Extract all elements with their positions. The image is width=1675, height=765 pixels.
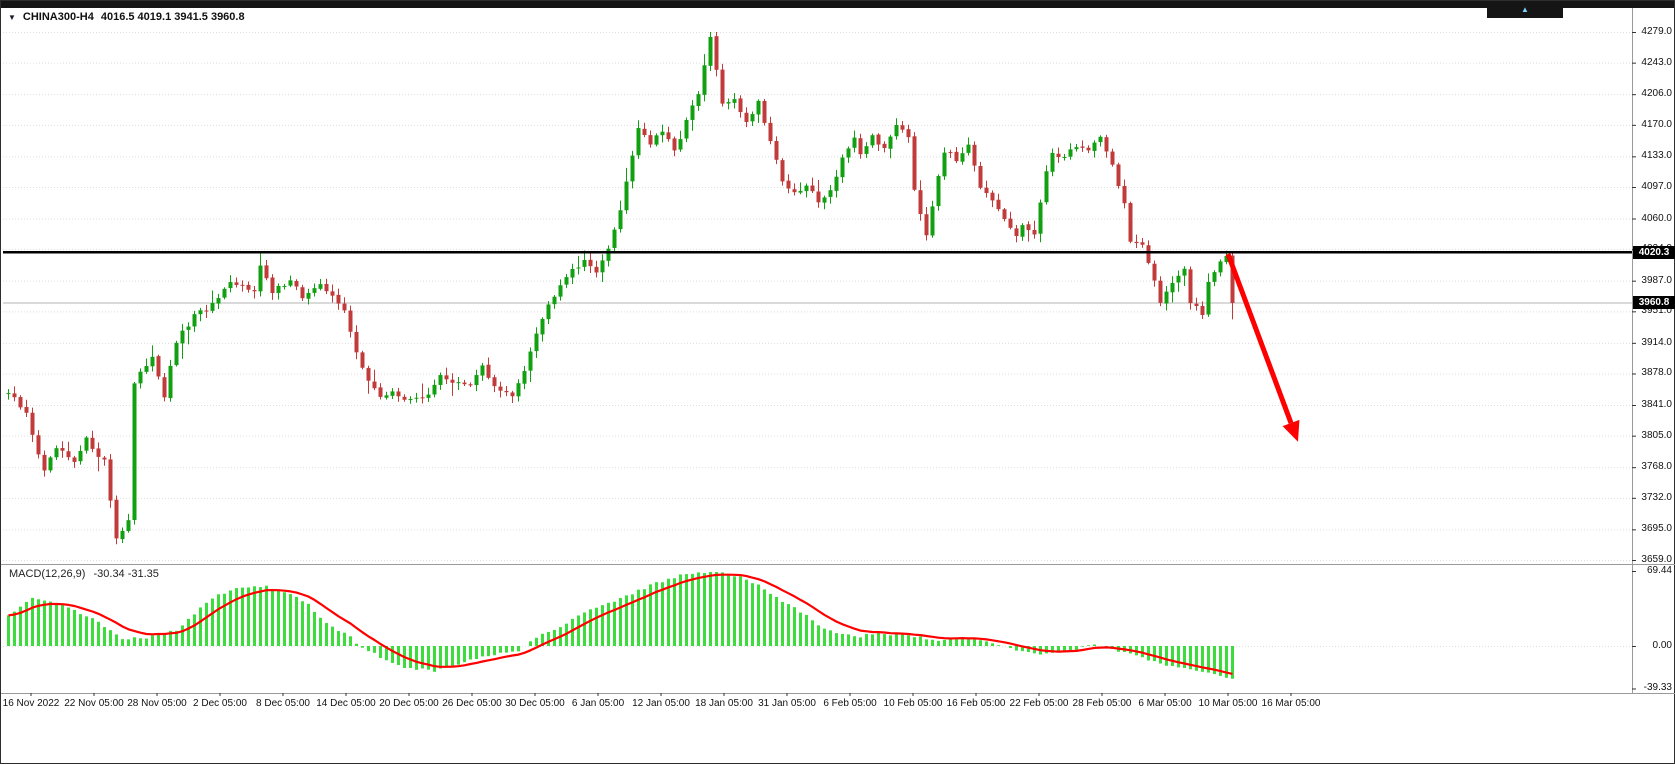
- price-tick-label: 3659.0: [1641, 554, 1672, 565]
- price-tick-label: 3987.0: [1641, 274, 1672, 286]
- time-tick-label: 10 Mar 05:00: [1198, 698, 1258, 709]
- price-tick-label: 3768.0: [1641, 461, 1672, 473]
- price-tick-label: 3695.0: [1641, 523, 1672, 535]
- time-tick-label: 28 Nov 05:00: [127, 698, 187, 709]
- price-tick-label: 3805.0: [1641, 429, 1672, 441]
- price-axis[interactable]: 4279.0 4243.0 4206.0 4170.0 4133.0 4097.0 4060…: [1633, 1, 1675, 693]
- macd-name: MACD(12,26,9): [9, 568, 86, 580]
- macd-tick-label: -39.33: [1643, 682, 1672, 694]
- price-tick-label: 4243.0: [1641, 56, 1672, 68]
- time-tick-label: 6 Feb 05:00: [823, 698, 877, 709]
- price-tick-label: 4060.0: [1641, 212, 1672, 224]
- time-tick-label: 18 Jan 05:00: [695, 698, 753, 709]
- symbol-ohlc: 4016.5 4019.1 3941.5 3960.8: [100, 11, 245, 23]
- price-tick-label: 3732.0: [1641, 491, 1672, 503]
- hline-price-tag: 4020.3: [1633, 245, 1675, 259]
- price-tick-label: 4206.0: [1641, 88, 1672, 100]
- macd-tick-label: 69.44: [1646, 565, 1672, 576]
- time-tick-label: 2 Dec 05:00: [193, 698, 247, 709]
- window-top-border: [1, 1, 1674, 8]
- time-tick-label: 20 Dec 05:00: [379, 698, 439, 709]
- time-tick-label: 31 Jan 05:00: [758, 698, 816, 709]
- current-price-tag: 3960.8: [1633, 296, 1675, 310]
- time-axis[interactable]: 16 Nov 2022 22 Nov 05:00 28 Nov 05:00 2 Dec…: [1, 696, 1675, 712]
- price-tick-label: 3841.0: [1641, 399, 1672, 410]
- time-tick-label: 10 Feb 05:00: [883, 698, 943, 709]
- price-tick-label: 3914.0: [1641, 336, 1672, 348]
- macd-values: -30.34 -31.35: [93, 568, 159, 580]
- symbol-dropdown-icon[interactable]: ▼: [8, 12, 16, 22]
- price-tick-label: 4097.0: [1641, 180, 1672, 192]
- time-tick-label: 30 Dec 05:00: [505, 698, 565, 709]
- time-tick-label: 22 Feb 05:00: [1009, 698, 1069, 709]
- macd-axis[interactable]: 69.44 0.00 -39.33: [1633, 1, 1675, 693]
- time-tick-label: 6 Jan 05:00: [571, 698, 625, 709]
- price-tick-label: 3878.0: [1641, 367, 1672, 379]
- time-tick-label: 22 Nov 05:00: [64, 698, 124, 709]
- time-tick-label: 8 Dec 05:00: [256, 698, 310, 709]
- symbol-info: ▼ CHINA300-H4 4016.5 4019.1 3941.5 3960.…: [8, 11, 245, 23]
- symbol-name: CHINA300-H4: [22, 11, 94, 23]
- time-tick-label: 16 Nov 2022: [2, 698, 60, 709]
- price-tick-label: 4133.0: [1641, 150, 1672, 162]
- time-tick-label: 16 Mar 05:00: [1261, 698, 1321, 709]
- time-tick-label: 26 Dec 05:00: [442, 698, 502, 709]
- time-tick-label: 14 Dec 05:00: [316, 698, 376, 709]
- macd-tick-label: 0.00: [1652, 640, 1672, 651]
- macd-indicator-label: MACD(12,26,9) -30.34 -31.35: [9, 568, 164, 580]
- price-tick-label: 3951.0: [1641, 305, 1672, 317]
- price-tick-label: 4170.0: [1641, 118, 1672, 130]
- price-tick-label: 4279.0: [1641, 26, 1672, 37]
- time-tick-label: 12 Jan 05:00: [632, 698, 690, 709]
- time-tick-label: 6 Mar 05:00: [1138, 698, 1192, 709]
- window-controls[interactable]: ▲: [1487, 1, 1563, 18]
- window-control-icon: ▲: [1521, 5, 1529, 14]
- time-tick-label: 16 Feb 05:00: [946, 698, 1006, 709]
- time-tick-label: 28 Feb 05:00: [1072, 698, 1132, 709]
